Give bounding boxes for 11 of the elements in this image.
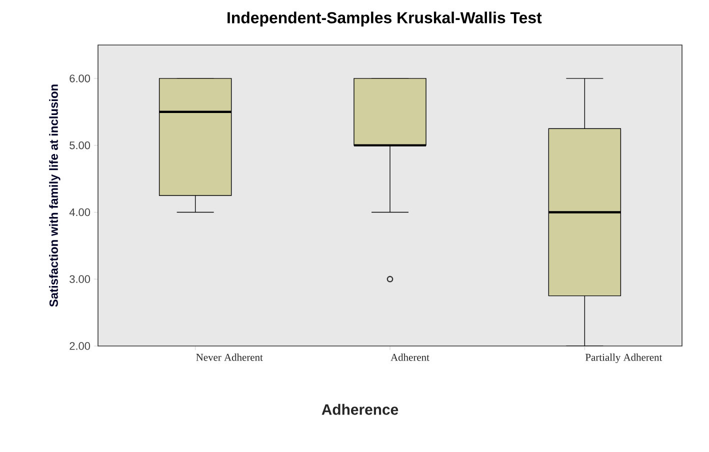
- y-tick-label: 2.00: [70, 342, 90, 350]
- x-tick-label: Never Adherent: [196, 354, 263, 361]
- y-tick-label: 3.00: [70, 275, 90, 283]
- chart-title: Independent-Samples Kruskal-Wallis Test: [228, 12, 542, 27]
- x-tick-label: Adherent: [390, 354, 430, 361]
- y-tick-label: 6.00: [70, 74, 90, 82]
- y-tick-label: 4.00: [69, 208, 90, 216]
- y-tick-label: 5.00: [70, 141, 90, 150]
- x-axis-title: Adherence: [322, 404, 398, 415]
- y-axis-title: Satisfaction with family life at inclusion: [49, 84, 60, 307]
- x-tick-label: Partially Adherent: [585, 354, 662, 364]
